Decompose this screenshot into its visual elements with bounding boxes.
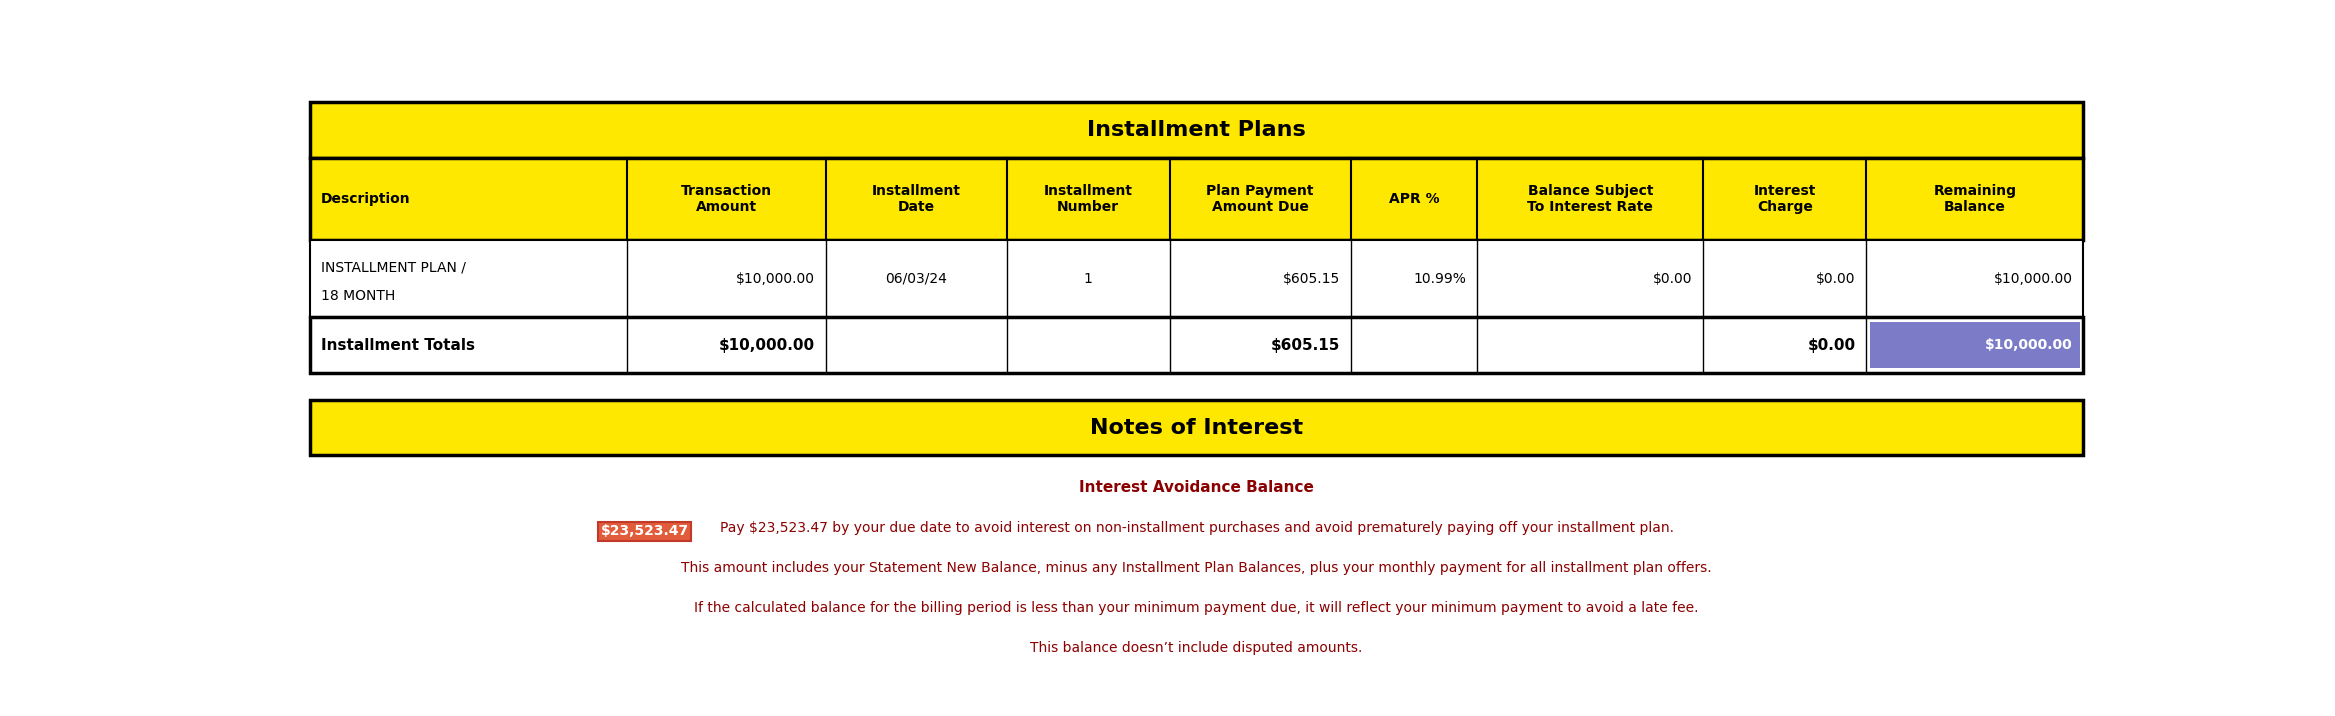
Text: Transaction
Amount: Transaction Amount — [679, 184, 773, 214]
Text: If the calculated balance for the billing period is less than your minimum payme: If the calculated balance for the billin… — [693, 601, 1700, 615]
FancyBboxPatch shape — [311, 400, 2083, 455]
Text: $0.00: $0.00 — [1807, 337, 1856, 352]
Text: 06/03/24: 06/03/24 — [885, 272, 948, 286]
FancyBboxPatch shape — [311, 317, 2083, 372]
Text: $605.15: $605.15 — [1282, 272, 1340, 286]
Text: INSTALLMENT PLAN /: INSTALLMENT PLAN / — [320, 261, 465, 274]
Text: $10,000.00: $10,000.00 — [1994, 272, 2073, 286]
Text: Installment Totals: Installment Totals — [320, 337, 474, 352]
Text: 18 MONTH: 18 MONTH — [320, 289, 395, 303]
Text: Balance Subject
To Interest Rate: Balance Subject To Interest Rate — [1527, 184, 1653, 214]
Text: $0.00: $0.00 — [1653, 272, 1693, 286]
Text: Installment
Number: Installment Number — [1044, 184, 1132, 214]
FancyBboxPatch shape — [311, 102, 2083, 158]
Text: Interest Avoidance Balance: Interest Avoidance Balance — [1079, 480, 1315, 495]
Text: $605.15: $605.15 — [1270, 337, 1340, 352]
Text: Notes of Interest: Notes of Interest — [1090, 417, 1303, 437]
Text: Interest
Charge: Interest Charge — [1754, 184, 1817, 214]
Text: $0.00: $0.00 — [1817, 272, 1856, 286]
FancyBboxPatch shape — [1870, 322, 2080, 367]
Text: 1: 1 — [1083, 272, 1093, 286]
Text: Description: Description — [320, 192, 411, 206]
Text: Plan Payment
Amount Due: Plan Payment Amount Due — [1207, 184, 1315, 214]
Text: Pay $23,523.47 by your due date to avoid interest on non-installment purchases a: Pay $23,523.47 by your due date to avoid… — [719, 521, 1674, 536]
Text: $23,523.47: $23,523.47 — [600, 524, 689, 538]
Text: $10,000.00: $10,000.00 — [736, 272, 815, 286]
Text: This balance doesn’t include disputed amounts.: This balance doesn’t include disputed am… — [1030, 641, 1364, 654]
Text: $10,000.00: $10,000.00 — [1985, 338, 2073, 352]
Text: Installment Plans: Installment Plans — [1088, 120, 1305, 140]
Text: APR %: APR % — [1389, 192, 1438, 206]
Text: Installment
Date: Installment Date — [871, 184, 960, 214]
FancyBboxPatch shape — [311, 241, 2083, 317]
FancyBboxPatch shape — [311, 158, 2083, 241]
Text: Remaining
Balance: Remaining Balance — [1933, 184, 2017, 214]
Text: 10.99%: 10.99% — [1413, 272, 1466, 286]
Text: $10,000.00: $10,000.00 — [719, 337, 815, 352]
Text: This amount includes your Statement New Balance, minus any Installment Plan Bala: This amount includes your Statement New … — [682, 561, 1712, 575]
